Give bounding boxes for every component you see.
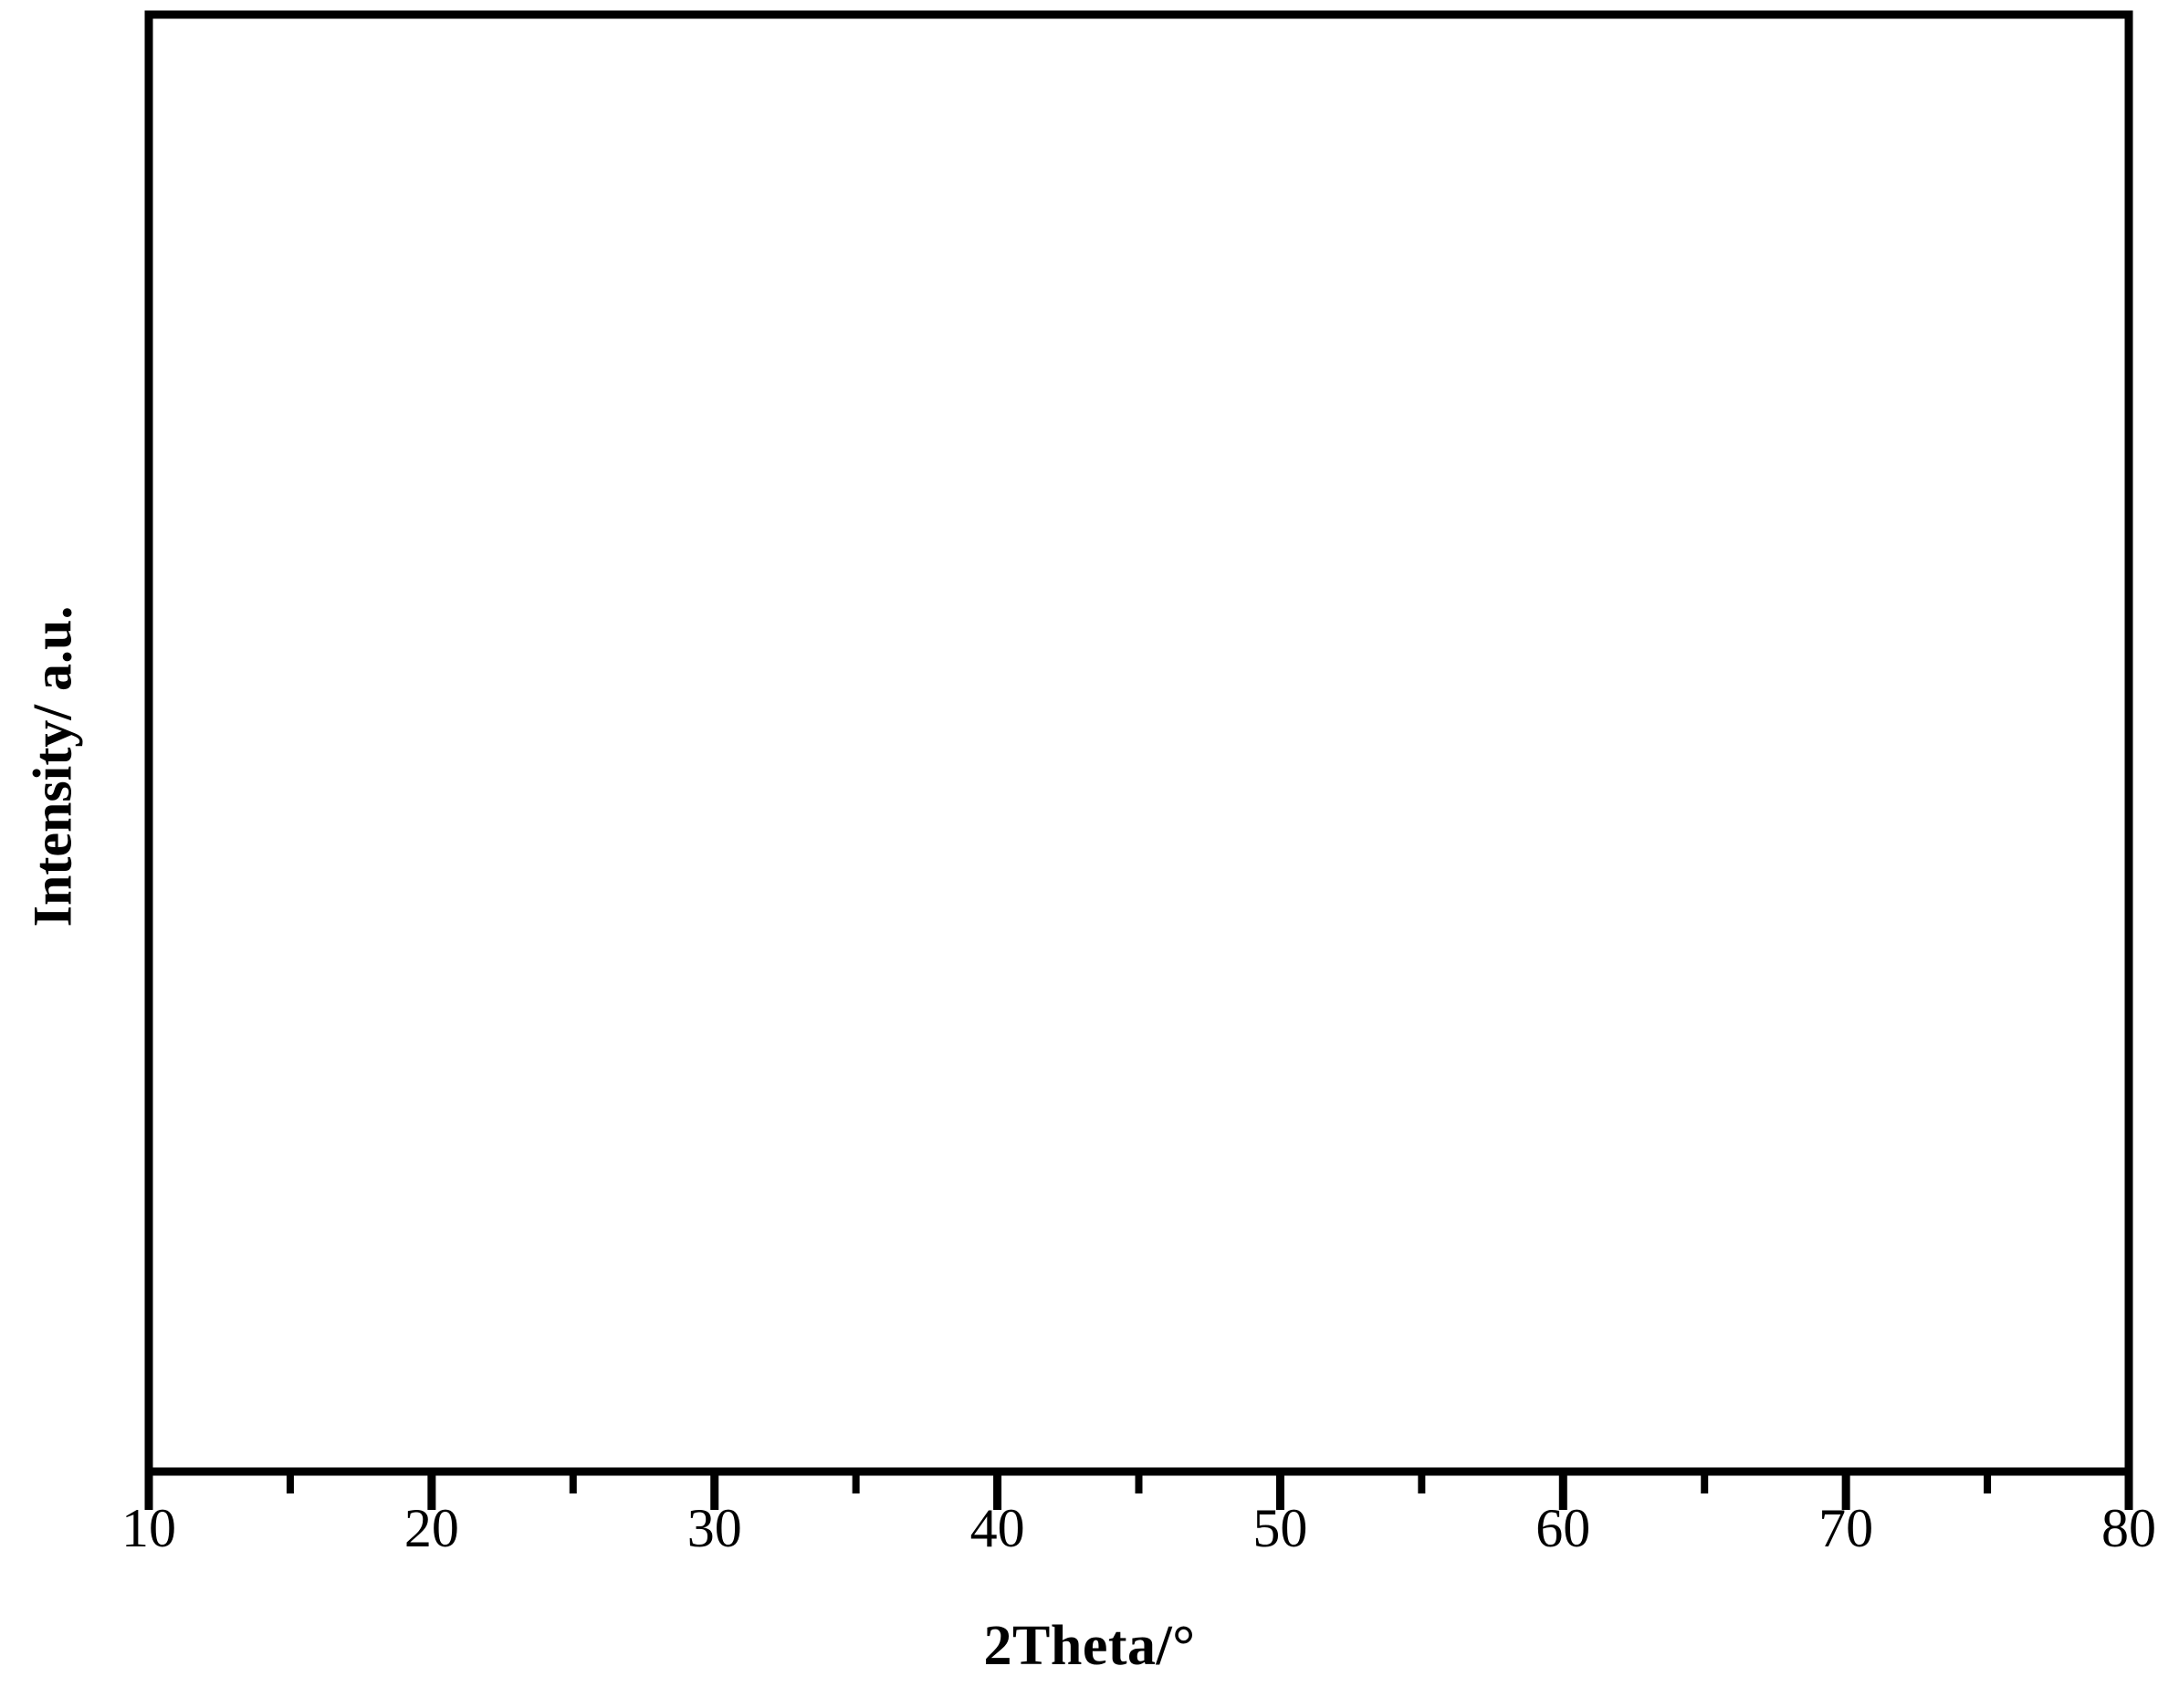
x-tick-label-50: 50 [1252, 1498, 1308, 1558]
x-tick-label-40: 40 [969, 1498, 1025, 1558]
x-tick-label-20: 20 [403, 1498, 459, 1558]
x-tick-label-70: 70 [1818, 1498, 1874, 1558]
x-axis-title: 2Theta/° [983, 1615, 1196, 1677]
x-tick-label-60: 60 [1535, 1498, 1591, 1558]
plot-frame [144, 10, 2133, 1476]
y-axis-title: Intensity/ a.u. [22, 605, 83, 927]
x-tick-label-30: 30 [686, 1498, 742, 1558]
x-axis-ticks [144, 1472, 2133, 1510]
x-tick-label-10: 10 [121, 1498, 176, 1558]
x-tick-label-80: 80 [2101, 1498, 2156, 1558]
